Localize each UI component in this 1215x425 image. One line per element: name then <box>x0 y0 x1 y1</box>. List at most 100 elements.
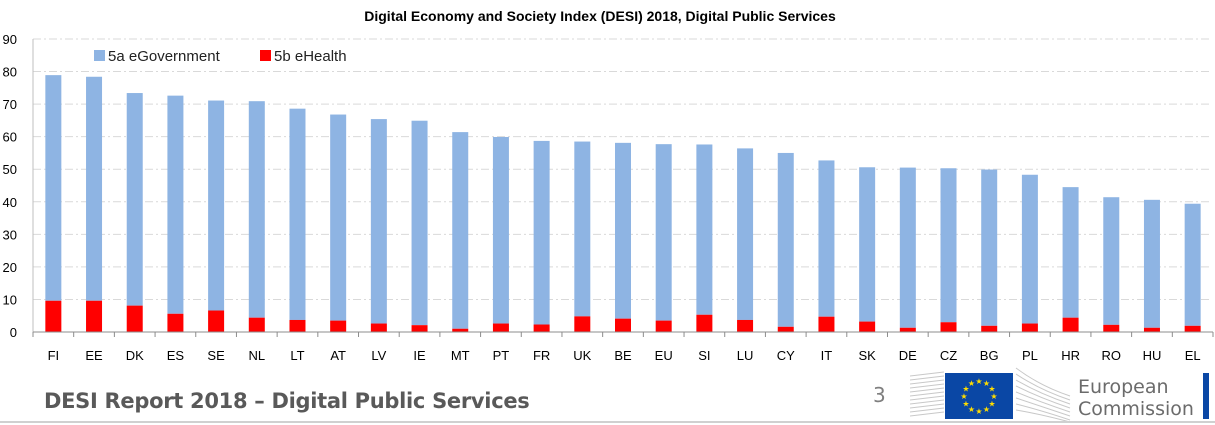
flag-star-icon: ★ <box>990 392 997 401</box>
bar-egovernment-si <box>696 144 713 315</box>
bar-ehealth-es <box>167 313 184 332</box>
bar-ehealth-fr <box>533 324 550 332</box>
x-tick-label: HU <box>1143 348 1162 363</box>
bar-egovernment-nl <box>248 101 265 318</box>
eu-flag-icon: ★ ★ ★ ★ ★ ★ ★ ★ ★ ★ ★ ★ <box>945 373 1013 419</box>
x-tick-label: CY <box>777 348 795 363</box>
y-tick-label: 40 <box>3 195 17 210</box>
bar-egovernment-fi <box>45 75 62 301</box>
x-tick-label: ES <box>167 348 185 363</box>
logo-line-1: European <box>1078 376 1169 398</box>
x-tick-label: FI <box>48 348 60 363</box>
bar-ehealth-at <box>330 320 347 332</box>
bar-ehealth-ie <box>411 325 428 332</box>
legend: 5a eGovernment 5b eHealth <box>94 48 347 65</box>
bar-egovernment-pl <box>1021 174 1038 324</box>
x-tick-label: EL <box>1185 348 1201 363</box>
bar-egovernment-mt <box>452 132 469 329</box>
x-tick-label: UK <box>573 348 591 363</box>
x-tick-label: HR <box>1061 348 1080 363</box>
bar-egovernment-lt <box>289 108 306 320</box>
bar-ehealth-sk <box>859 321 876 332</box>
y-tick-label: 0 <box>10 325 17 340</box>
bar-egovernment-sk <box>859 167 876 322</box>
x-tick-label: DK <box>126 348 144 363</box>
x-tick-label: EU <box>655 348 673 363</box>
y-tick-label: 30 <box>3 227 17 242</box>
y-tick-label: 90 <box>3 32 17 47</box>
x-tick-label: BG <box>980 348 999 363</box>
x-tick-label: CZ <box>940 348 957 363</box>
page-number: 3 <box>873 383 886 407</box>
bar-egovernment-dk <box>126 93 143 306</box>
bar-ehealth-bg <box>981 325 998 332</box>
report-footer-title: DESI Report 2018 – Digital Public Servic… <box>44 389 530 413</box>
bar-ehealth-nl <box>248 317 265 332</box>
bar-egovernment-ie <box>411 120 428 326</box>
bar-egovernment-hu <box>1143 199 1160 328</box>
x-tick-label: IE <box>413 348 426 363</box>
x-tick-label: NL <box>248 348 265 363</box>
y-tick-label: 50 <box>3 162 17 177</box>
x-tick-label: RO <box>1102 348 1122 363</box>
footer-divider <box>0 421 1215 423</box>
x-tick-label: SE <box>207 348 225 363</box>
x-tick-label: IT <box>821 348 833 363</box>
flag-star-icon: ★ <box>988 385 995 394</box>
decorative-building-lines <box>910 367 1071 422</box>
bar-ehealth-ee <box>86 300 103 332</box>
bar-ehealth-el <box>1184 325 1201 332</box>
flag-star-icon: ★ <box>962 400 969 409</box>
legend-swatch-ehealth <box>260 50 271 61</box>
x-tick-label: PL <box>1022 348 1038 363</box>
x-tick-label: LT <box>290 348 304 363</box>
y-axis: 0 10 20 30 40 50 60 70 80 90 <box>3 32 34 340</box>
y-tick-label: 60 <box>3 130 17 145</box>
bar-egovernment-be <box>615 142 631 319</box>
bar-ehealth-eu <box>655 320 672 332</box>
legend-swatch-egovernment <box>94 50 105 61</box>
bar-egovernment-hr <box>1062 187 1079 318</box>
bar-ehealth-lu <box>737 319 754 332</box>
chart-title: Digital Economy and Society Index (DESI)… <box>364 8 836 24</box>
x-tick-label: BE <box>614 348 632 363</box>
x-tick-label: FR <box>533 348 550 363</box>
x-tick-label: LU <box>737 348 754 363</box>
bar-ehealth-it <box>818 316 835 332</box>
flag-star-icon: ★ <box>960 392 967 401</box>
y-tick-label: 20 <box>3 260 17 275</box>
bar-ehealth-hr <box>1062 317 1079 332</box>
bar-egovernment-pt <box>492 136 509 324</box>
x-tick-label: MT <box>451 348 470 363</box>
x-tick-label: SK <box>858 348 876 363</box>
x-tick-label: SI <box>698 348 710 363</box>
bar-egovernment-lu <box>737 148 754 320</box>
flag-star-icon: ★ <box>988 400 995 409</box>
bar-ehealth-fi <box>45 300 62 332</box>
bar-ehealth-lv <box>370 323 387 332</box>
bar-ehealth-ro <box>1103 324 1120 332</box>
flag-star-icon: ★ <box>968 379 975 388</box>
logo-accent-bar <box>1203 373 1209 419</box>
bar-egovernment-uk <box>574 141 591 317</box>
x-tick-label: EE <box>85 348 103 363</box>
legend-label-egovernment: 5a eGovernment <box>108 48 221 65</box>
desi-stacked-bar-chart: Digital Economy and Society Index (DESI)… <box>3 8 1214 363</box>
bar-ehealth-pl <box>1021 323 1038 332</box>
bar-ehealth-de <box>899 327 916 332</box>
bar-egovernment-cy <box>777 152 794 327</box>
bar-egovernment-se <box>208 100 225 311</box>
bar-egovernment-ee <box>86 76 103 301</box>
bar-ehealth-hu <box>1143 327 1160 332</box>
bar-egovernment-fr <box>533 140 550 325</box>
bar-ehealth-mt <box>452 328 469 332</box>
bar-egovernment-eu <box>655 144 672 321</box>
x-tick-label: PT <box>493 348 510 363</box>
legend-label-ehealth: 5b eHealth <box>274 48 347 65</box>
logo-line-2: Commission <box>1078 398 1194 420</box>
bar-egovernment-bg <box>981 169 998 326</box>
x-tick-label: LV <box>371 348 386 363</box>
y-tick-label: 10 <box>3 292 17 307</box>
x-tick-label: DE <box>899 348 917 363</box>
bar-ehealth-si <box>696 314 713 332</box>
